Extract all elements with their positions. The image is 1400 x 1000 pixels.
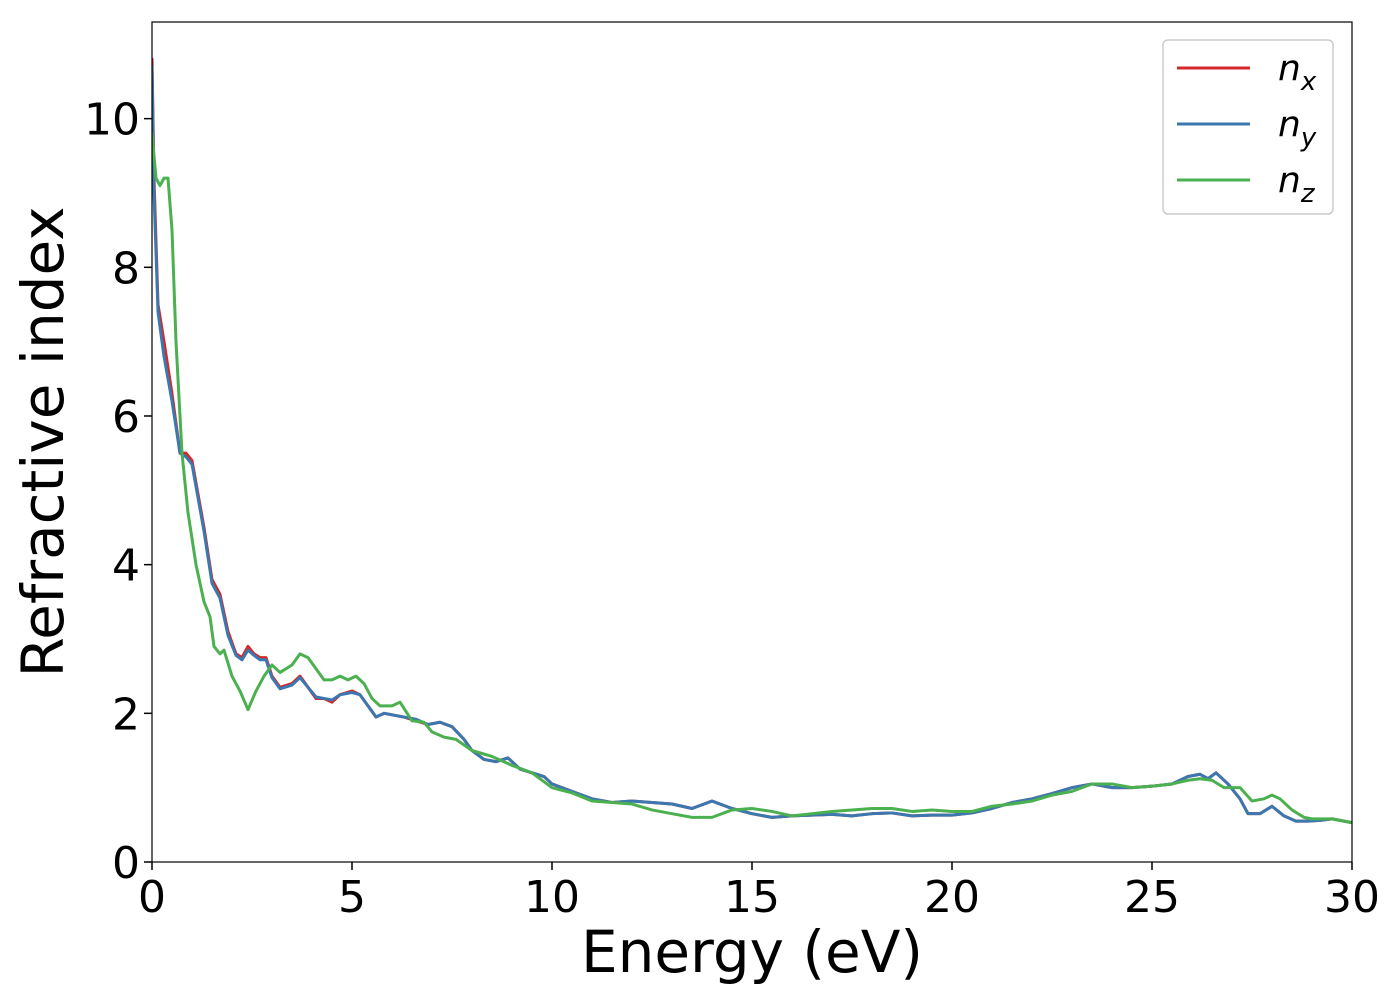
x-axis: 0 5 10 15 20 25 30 [138,862,1380,923]
x-tick-label: 25 [1124,872,1180,923]
x-tick-label: 20 [924,872,980,923]
x-tick-label: 30 [1324,872,1380,923]
x-tick-label: 0 [138,872,166,923]
legend-box [1162,39,1334,215]
y-tick-label: 2 [112,689,140,740]
legend-label-nx: nx [1278,48,1317,97]
y-tick-label: 4 [112,541,140,592]
legend-label-main: n [1278,160,1301,201]
y-tick-label: 8 [112,243,140,294]
y-axis-title: Refractive index [9,206,77,677]
y-axis: 0 2 4 6 8 10 [84,95,152,889]
legend-label-subscript: x [1300,67,1317,97]
legend-label-subscript: z [1300,179,1316,209]
x-axis-title: Energy (eV) [581,918,923,986]
x-tick-label: 15 [724,872,780,923]
legend-label-main: n [1278,48,1301,89]
x-tick-label: 5 [338,872,366,923]
y-tick-label: 0 [112,838,140,889]
legend-label-nz: nz [1278,160,1316,209]
legend-label-subscript: y [1300,123,1317,153]
plot-lines [152,57,1352,825]
x-tick-label: 10 [524,872,580,923]
legend-label-main: n [1278,104,1301,145]
legend-label-ny: ny [1278,104,1317,153]
y-tick-label: 6 [112,392,140,443]
y-tick-label: 10 [84,95,140,146]
series-line-nz [152,132,1352,825]
